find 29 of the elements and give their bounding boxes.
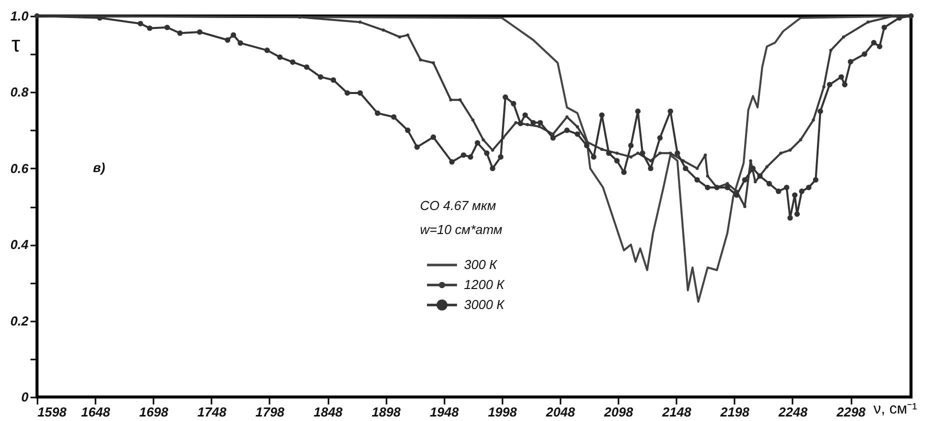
x-tick-label: 1648 <box>81 404 111 420</box>
x-tick-label: 1698 <box>139 404 169 420</box>
x-tick-label: 2198 <box>719 404 750 420</box>
x-tick-label: 1598 <box>38 404 68 420</box>
y-tick-label: 1.0 <box>10 8 30 24</box>
annotation: CO 4.67 мкм <box>420 198 496 213</box>
x-tick-label: 1748 <box>197 404 228 420</box>
annotation: в) <box>93 160 106 175</box>
x-tick-label: 1898 <box>372 404 402 420</box>
y-tick-label: 0.8 <box>10 84 30 100</box>
y-tick-label: 0 <box>21 390 30 404</box>
legend-label: 1200 К <box>464 277 506 292</box>
x-tick-label: 2048 <box>545 404 576 420</box>
x-tick-label: 2248 <box>777 404 808 420</box>
x-tick-label: 2298 <box>836 404 866 420</box>
y-tick-label: 0.6 <box>10 160 30 176</box>
legend-label: 300 К <box>464 257 498 272</box>
x-tick-label: 2148 <box>661 404 692 420</box>
y-tick-label: 0.4 <box>10 237 30 252</box>
x-tick-label: 2098 <box>603 404 634 420</box>
x-tick-label: 1798 <box>255 404 286 420</box>
x-tick-label: 1948 <box>430 404 460 420</box>
x-axis-title: ν, см⁻¹ <box>874 400 918 418</box>
y-axis-title: τ <box>12 32 20 56</box>
x-tick-label: 1998 <box>488 404 518 420</box>
legend-label: 3000 К <box>464 297 506 312</box>
x-tick-label: 1848 <box>314 404 344 420</box>
annotation: w=10 см*атм <box>420 222 502 237</box>
y-tick-label: 0.2 <box>10 313 30 328</box>
